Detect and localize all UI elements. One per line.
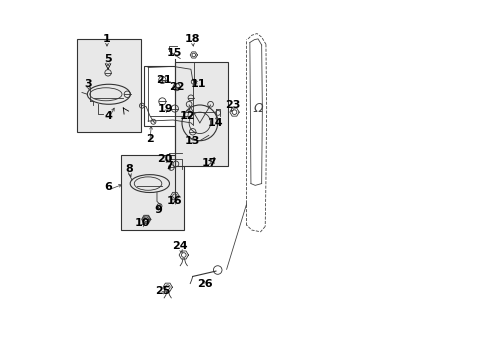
Text: 9: 9	[155, 205, 163, 215]
Bar	[121, 155, 183, 230]
Text: 18: 18	[184, 34, 200, 44]
Bar	[144, 66, 194, 126]
Text: 4: 4	[104, 111, 112, 121]
Text: 19: 19	[157, 104, 173, 113]
Text: 16: 16	[166, 197, 182, 206]
Text: 21: 21	[156, 75, 171, 85]
Text: 20: 20	[157, 154, 173, 163]
Text: 11: 11	[190, 78, 205, 89]
Text: 23: 23	[225, 100, 240, 110]
Text: 3: 3	[84, 78, 92, 89]
Text: 25: 25	[154, 286, 170, 296]
Text: 26: 26	[197, 279, 213, 289]
Bar	[175, 62, 228, 166]
Text: 17: 17	[202, 158, 217, 168]
Text: 10: 10	[135, 218, 150, 228]
Text: 13: 13	[184, 136, 200, 146]
Text: 14: 14	[208, 118, 224, 128]
Text: 7: 7	[165, 161, 173, 171]
Bar	[77, 39, 141, 132]
Text: 12: 12	[179, 111, 195, 121]
Text: 2: 2	[145, 134, 153, 144]
Text: 6: 6	[104, 182, 112, 192]
Text: Ω: Ω	[253, 102, 262, 115]
Text: 8: 8	[125, 164, 133, 174]
Text: 24: 24	[172, 241, 187, 251]
Text: 5: 5	[104, 54, 112, 64]
Text: 1: 1	[103, 34, 111, 44]
Text: 15: 15	[166, 48, 182, 58]
Text: 22: 22	[168, 82, 184, 92]
